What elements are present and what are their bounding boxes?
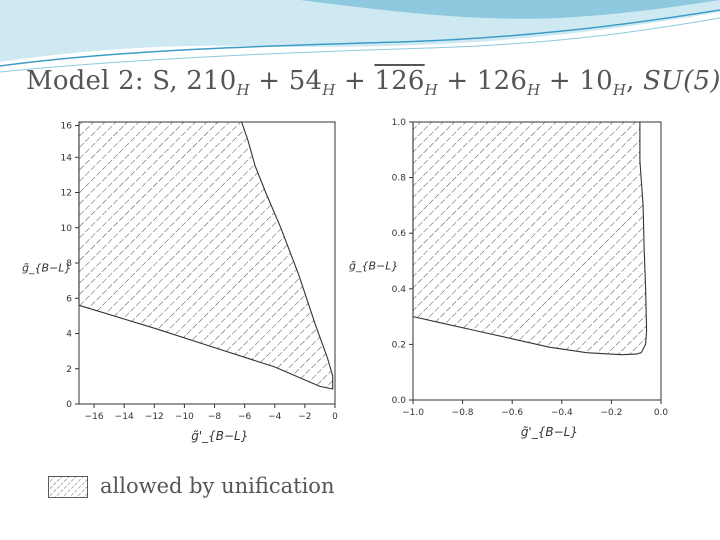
x-tick-label-0-7: −2: [298, 412, 311, 422]
y-axis-label-1: g̃_{B−L}: [349, 259, 398, 272]
y-tick-label-0-5: 10: [61, 224, 73, 234]
x-tick-label-1-1: −0.8: [452, 408, 474, 418]
slide-title: Model 2: S, 210H + 54H + 126H + 126H + 1…: [26, 66, 720, 100]
allowed-region-0: [78, 121, 334, 390]
y-tick-label-1-0: 0.0: [392, 396, 407, 406]
title-sub-4: H: [527, 81, 541, 100]
x-tick-label-0-1: −14: [115, 412, 134, 422]
x-tick-label-1-3: −0.4: [551, 408, 573, 418]
y-axis-label-0: g̃_{B−L}: [22, 261, 71, 274]
y-tick-label-0-0: 0: [66, 400, 72, 410]
y-tick-label-0-1: 2: [66, 365, 72, 375]
y-tick-label-1-4: 0.8: [392, 174, 407, 184]
chart-right: −1.0 −0.8 −0.6 −0.4 −0.2 0.0 0.0 0.2 0.4 0.6 0.8 1.…: [349, 118, 669, 439]
x-tick-label-0-4: −8: [208, 412, 222, 422]
legend-label: allowed by unification: [100, 474, 335, 498]
y-tick-label-1-1: 0.2: [392, 340, 406, 350]
title-sub-1: H: [236, 81, 250, 100]
chart-left: −16 −14 −12 −10 −8 −6 −4 −2 0 0 2 4 6 8 10 12 14 16 g̃'_{B…: [22, 121, 338, 443]
title-sub-3: H: [424, 81, 438, 100]
y-tick-label-0-4: 8: [66, 259, 72, 269]
title-rep-126bar: 126: [374, 66, 425, 96]
title-model: Model 2: S,: [26, 66, 178, 96]
x-tick-label-1-4: −0.2: [600, 408, 622, 418]
title-group: SU(5): [643, 66, 720, 96]
x-tick-label-0-8: 0: [332, 412, 338, 422]
wave-line-dark: [0, 9, 720, 67]
y-tick-label-0-6: 12: [61, 189, 72, 199]
title-rep-210: 210: [186, 66, 237, 96]
allowed-region-1: [412, 121, 648, 356]
legend-hatch-swatch: [48, 476, 88, 498]
x-tick-label-0-6: −4: [268, 412, 282, 422]
title-plus-2: +: [343, 66, 366, 96]
y-tick-label-0-2: 4: [66, 330, 72, 340]
x-tick-label-0-0: −16: [85, 412, 104, 422]
wave-line-light: [0, 17, 720, 73]
title-plus-4: +: [548, 66, 571, 96]
x-axis-label-0: g̃'_{B−L}: [191, 429, 248, 443]
title-sub-2: H: [322, 81, 336, 100]
x-tick-label-1-0: −1.0: [402, 408, 424, 418]
x-tick-label-0-3: −10: [175, 412, 194, 422]
x-tick-label-0-2: −12: [145, 412, 164, 422]
x-tick-label-1-5: 0.0: [654, 408, 669, 418]
x-tick-label-1-2: −0.6: [501, 408, 523, 418]
title-rep-10: 10: [579, 66, 613, 96]
title-comma: ,: [626, 66, 635, 96]
y-tick-label-1-5: 1.0: [392, 118, 407, 128]
y-tick-label-1-3: 0.6: [392, 229, 407, 239]
y-tick-label-0-8: 16: [61, 122, 73, 132]
wave-band-mid: [0, 0, 720, 19]
title-rep-54: 54: [288, 66, 323, 96]
y-tick-label-0-3: 6: [66, 294, 72, 304]
x-tick-label-0-5: −6: [238, 412, 252, 422]
x-axis-label-1: g̃'_{B−L}: [521, 425, 578, 439]
y-tick-label-0-7: 14: [61, 153, 73, 163]
title-plus-1: +: [258, 66, 281, 96]
y-tick-label-1-2: 0.4: [392, 285, 407, 295]
title-rep-126: 126: [476, 66, 528, 96]
title-sub-5: H: [612, 81, 627, 100]
header-wave-decoration: [0, 0, 720, 73]
title-plus-3: +: [446, 66, 469, 96]
